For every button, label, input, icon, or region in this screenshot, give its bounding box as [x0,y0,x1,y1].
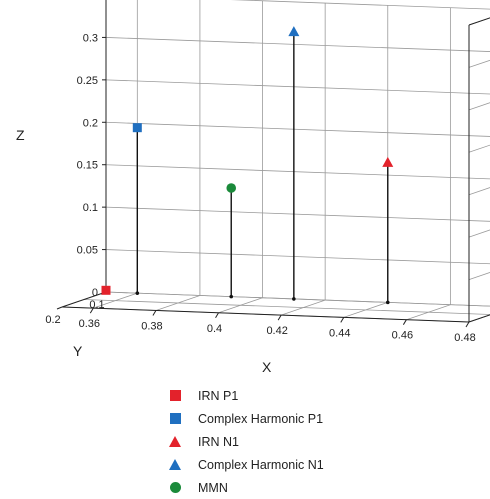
x-axis-ticks: 0.36 0.38 0.4 0.42 0.44 0.46 0.48 [79,307,476,344]
legend-label: Complex Harmonic P1 [198,411,324,426]
x-tick [215,312,219,319]
axis-edge [468,314,490,323]
x-tick [340,317,345,323]
x-tick [89,307,94,314]
z-tick-label: 0.1 [83,202,98,214]
z-tick-label: 0.2 [83,117,98,129]
legend-item: MMN [168,476,324,499]
drop-base-mmn [229,294,234,299]
legend-label: MMN [198,480,228,495]
grid-line [468,229,490,238]
grid-line [105,37,490,52]
drop-base-complex-harmonic-n1 [292,297,296,301]
grid-line [468,17,490,26]
point-irn-p1 [101,285,111,295]
z-tick-label: 0.3 [83,32,98,44]
legend: IRN P1 Complex Harmonic P1 IRN N1 Complex H… [168,384,324,499]
x-tick-label: 0.36 [79,318,100,330]
point-complex-harmonic-n1 [288,26,300,37]
z-tick-label: 0.25 [77,75,98,87]
point-complex-harmonic-p1 [132,123,142,133]
legend-item: Complex Harmonic N1 [168,453,324,476]
y-tick [56,306,63,310]
x-tick-label: 0.42 [266,325,287,337]
point-irn-n1 [382,156,394,167]
y-tick-label: 0.1 [89,299,104,311]
legend-label: Complex Harmonic N1 [198,457,324,472]
point-mmn [226,183,237,193]
chart-canvas: 00.050.10.150.20.250.30.35 0.360.380.40.… [16,0,490,375]
legend-item: Complex Harmonic P1 [168,407,324,430]
axis-edge [61,291,107,308]
y-axis-label: Y [73,343,83,359]
floor-grid [61,291,490,323]
triangle-marker-icon [169,459,181,470]
grid-line [468,187,490,196]
x-tick-label: 0.46 [392,330,413,342]
grid-line [83,299,490,315]
data-marks [101,26,394,305]
square-marker-icon [170,413,181,424]
grid-line [105,164,490,180]
z-tick-label: 0.35 [77,0,98,2]
grid-line [105,249,490,265]
axis-edge [61,306,470,323]
x-tick-label: 0.4 [207,323,222,335]
x-tick-label: 0.38 [141,320,162,332]
x-tick [402,319,407,325]
z-tick-label: 0.05 [77,245,98,257]
square-marker-icon [170,390,181,401]
axis-edge [468,17,490,26]
legend-item: IRN P1 [168,384,324,407]
grid-line [105,206,490,222]
drop-base-irn-n1 [385,300,390,305]
z-tick-label: 0 [92,287,98,299]
grid-line [230,0,490,10]
legend-label: IRN N1 [198,434,239,449]
grid-line [105,121,490,137]
grid-line [105,291,490,307]
z-tick-label: 0.15 [77,160,98,172]
x-axis-label: X [262,359,272,375]
z-axis-label: Z [16,127,25,143]
x-tick-label: 0.44 [329,327,350,339]
drop-base-complex-harmonic-p1 [135,291,140,295]
x-tick [152,310,157,316]
circle-marker-icon [170,482,181,493]
grid-line [105,79,490,95]
axes-frame [61,0,490,323]
grid-line [468,102,490,111]
grid-line [468,59,490,68]
side-wall-grid [468,17,490,323]
grid-line [468,271,490,280]
x-tick [277,314,282,321]
legend-label: IRN P1 [198,388,239,403]
back-wall-grid [105,0,490,307]
triangle-marker-icon [169,436,181,447]
z-axis-ticks: 0 0.05 0.1 0.15 0.2 0.25 0.3 0.35 [77,0,106,299]
legend-item: IRN N1 [168,430,324,453]
grid-line [468,144,490,153]
x-tick [465,321,470,328]
x-tick-label: 0.48 [454,332,475,344]
y-tick-label: 0.2 [45,314,60,326]
